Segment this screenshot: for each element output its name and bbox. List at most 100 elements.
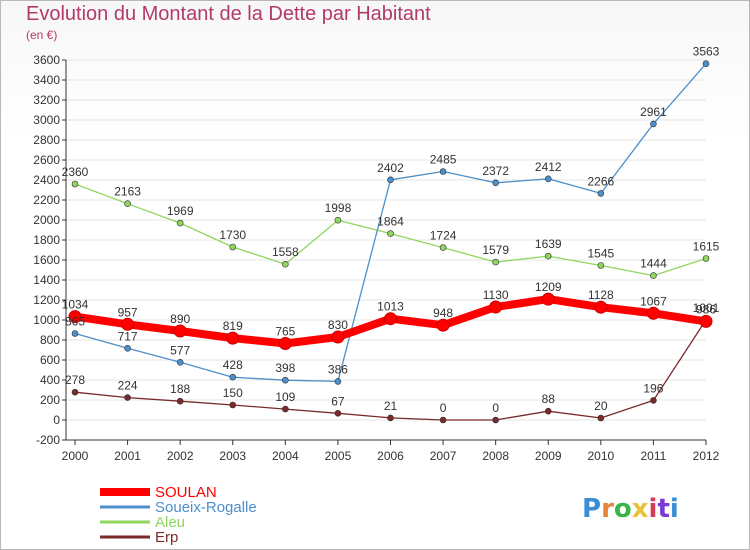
data-label: 1558 bbox=[272, 245, 299, 259]
y-tick-label: 2000 bbox=[33, 213, 60, 227]
data-label: 224 bbox=[118, 379, 138, 393]
data-label: 386 bbox=[328, 362, 348, 376]
data-label: 717 bbox=[118, 329, 138, 343]
data-label: 890 bbox=[170, 312, 190, 326]
data-point bbox=[282, 405, 289, 413]
data-point bbox=[597, 414, 605, 422]
x-tick-label: 2009 bbox=[535, 449, 562, 463]
y-tick-label: 3200 bbox=[33, 93, 60, 107]
data-label: 67 bbox=[331, 394, 345, 408]
data-point bbox=[71, 330, 79, 337]
x-tick-label: 2002 bbox=[167, 449, 194, 463]
data-point bbox=[384, 312, 397, 326]
data-label: 1001 bbox=[693, 301, 720, 315]
data-point bbox=[594, 300, 608, 314]
data-label: 398 bbox=[275, 361, 295, 375]
data-label: 2360 bbox=[62, 165, 89, 179]
data-point bbox=[176, 397, 184, 405]
y-tick-label: 200 bbox=[40, 393, 60, 407]
data-point bbox=[439, 244, 447, 251]
data-point bbox=[387, 230, 394, 237]
y-tick-label: 2600 bbox=[33, 153, 60, 167]
data-label: 865 bbox=[65, 315, 85, 329]
chart-unit-label: (en €) bbox=[26, 28, 58, 42]
data-label: 2402 bbox=[377, 161, 404, 175]
data-label: 1067 bbox=[640, 294, 667, 308]
data-point bbox=[229, 373, 237, 381]
data-point bbox=[541, 292, 555, 306]
data-point bbox=[124, 200, 131, 207]
data-point bbox=[173, 324, 187, 338]
y-tick-label: -200 bbox=[36, 433, 60, 447]
data-point bbox=[597, 262, 605, 269]
data-point bbox=[492, 179, 499, 187]
data-point bbox=[68, 310, 82, 324]
data-label: 2372 bbox=[482, 164, 509, 178]
x-tick-label: 2005 bbox=[325, 449, 352, 463]
data-label: 1130 bbox=[483, 288, 509, 302]
data-label: 577 bbox=[170, 343, 190, 357]
x-tick-label: 2000 bbox=[62, 449, 89, 463]
data-label: 88 bbox=[542, 392, 556, 406]
data-point bbox=[436, 318, 450, 332]
x-tick-label: 2003 bbox=[219, 449, 246, 463]
data-label: 948 bbox=[433, 306, 453, 320]
data-label: 1444 bbox=[640, 257, 667, 271]
data-point bbox=[699, 314, 713, 328]
data-point bbox=[334, 378, 342, 385]
data-label: 278 bbox=[65, 373, 85, 387]
legend-label: Erp bbox=[155, 529, 178, 546]
proxiti-logo: Proxiti bbox=[582, 494, 679, 524]
data-label: 1969 bbox=[167, 204, 194, 218]
data-point bbox=[331, 330, 345, 344]
y-tick-label: 2400 bbox=[33, 173, 60, 187]
data-point bbox=[650, 397, 657, 404]
data-label: 1998 bbox=[325, 201, 352, 215]
x-tick-label: 2012 bbox=[693, 449, 720, 463]
data-point bbox=[334, 409, 342, 417]
data-label: 1730 bbox=[219, 228, 246, 242]
data-label: 1724 bbox=[430, 229, 457, 243]
data-point bbox=[282, 260, 289, 268]
data-label: 1545 bbox=[587, 247, 614, 261]
y-tick-label: 800 bbox=[40, 333, 60, 347]
y-tick-label: 600 bbox=[40, 353, 60, 367]
legend-label: SOULAN bbox=[155, 484, 217, 501]
data-label: 1639 bbox=[535, 237, 562, 251]
y-tick-label: 1600 bbox=[33, 253, 60, 267]
data-label: 20 bbox=[594, 399, 608, 413]
y-tick-label: 3400 bbox=[33, 73, 60, 87]
data-label: 1579 bbox=[482, 243, 509, 257]
y-tick-label: 3000 bbox=[33, 113, 60, 127]
data-point bbox=[282, 376, 289, 384]
y-tick-label: 1000 bbox=[33, 313, 60, 327]
data-label: 188 bbox=[170, 382, 190, 396]
data-label: 2961 bbox=[640, 105, 667, 119]
legend-label: Soueix-Rogalle bbox=[155, 499, 257, 516]
data-label: 765 bbox=[275, 325, 295, 339]
data-label: 109 bbox=[275, 390, 295, 404]
data-label: 2163 bbox=[114, 185, 141, 199]
data-label: 3563 bbox=[693, 45, 720, 59]
x-tick-label: 2008 bbox=[482, 449, 509, 463]
data-point bbox=[334, 216, 342, 224]
y-tick-label: 400 bbox=[40, 373, 60, 387]
data-label: 1013 bbox=[377, 300, 404, 314]
y-tick-label: 1200 bbox=[33, 293, 60, 307]
data-label: 0 bbox=[492, 401, 499, 415]
data-label: 2266 bbox=[587, 174, 614, 188]
y-tick-label: 2200 bbox=[33, 193, 60, 207]
data-point bbox=[650, 120, 657, 128]
legend-label: Aleu bbox=[155, 514, 185, 531]
data-point bbox=[646, 306, 660, 320]
data-point bbox=[387, 414, 394, 422]
data-point bbox=[278, 337, 292, 350]
data-point bbox=[544, 407, 552, 415]
x-tick-label: 2011 bbox=[641, 449, 667, 463]
x-tick-label: 2001 bbox=[114, 449, 141, 463]
y-tick-label: 0 bbox=[53, 413, 60, 427]
y-tick-label: 1800 bbox=[33, 233, 60, 247]
data-point bbox=[229, 401, 237, 409]
data-label: 21 bbox=[384, 399, 398, 413]
